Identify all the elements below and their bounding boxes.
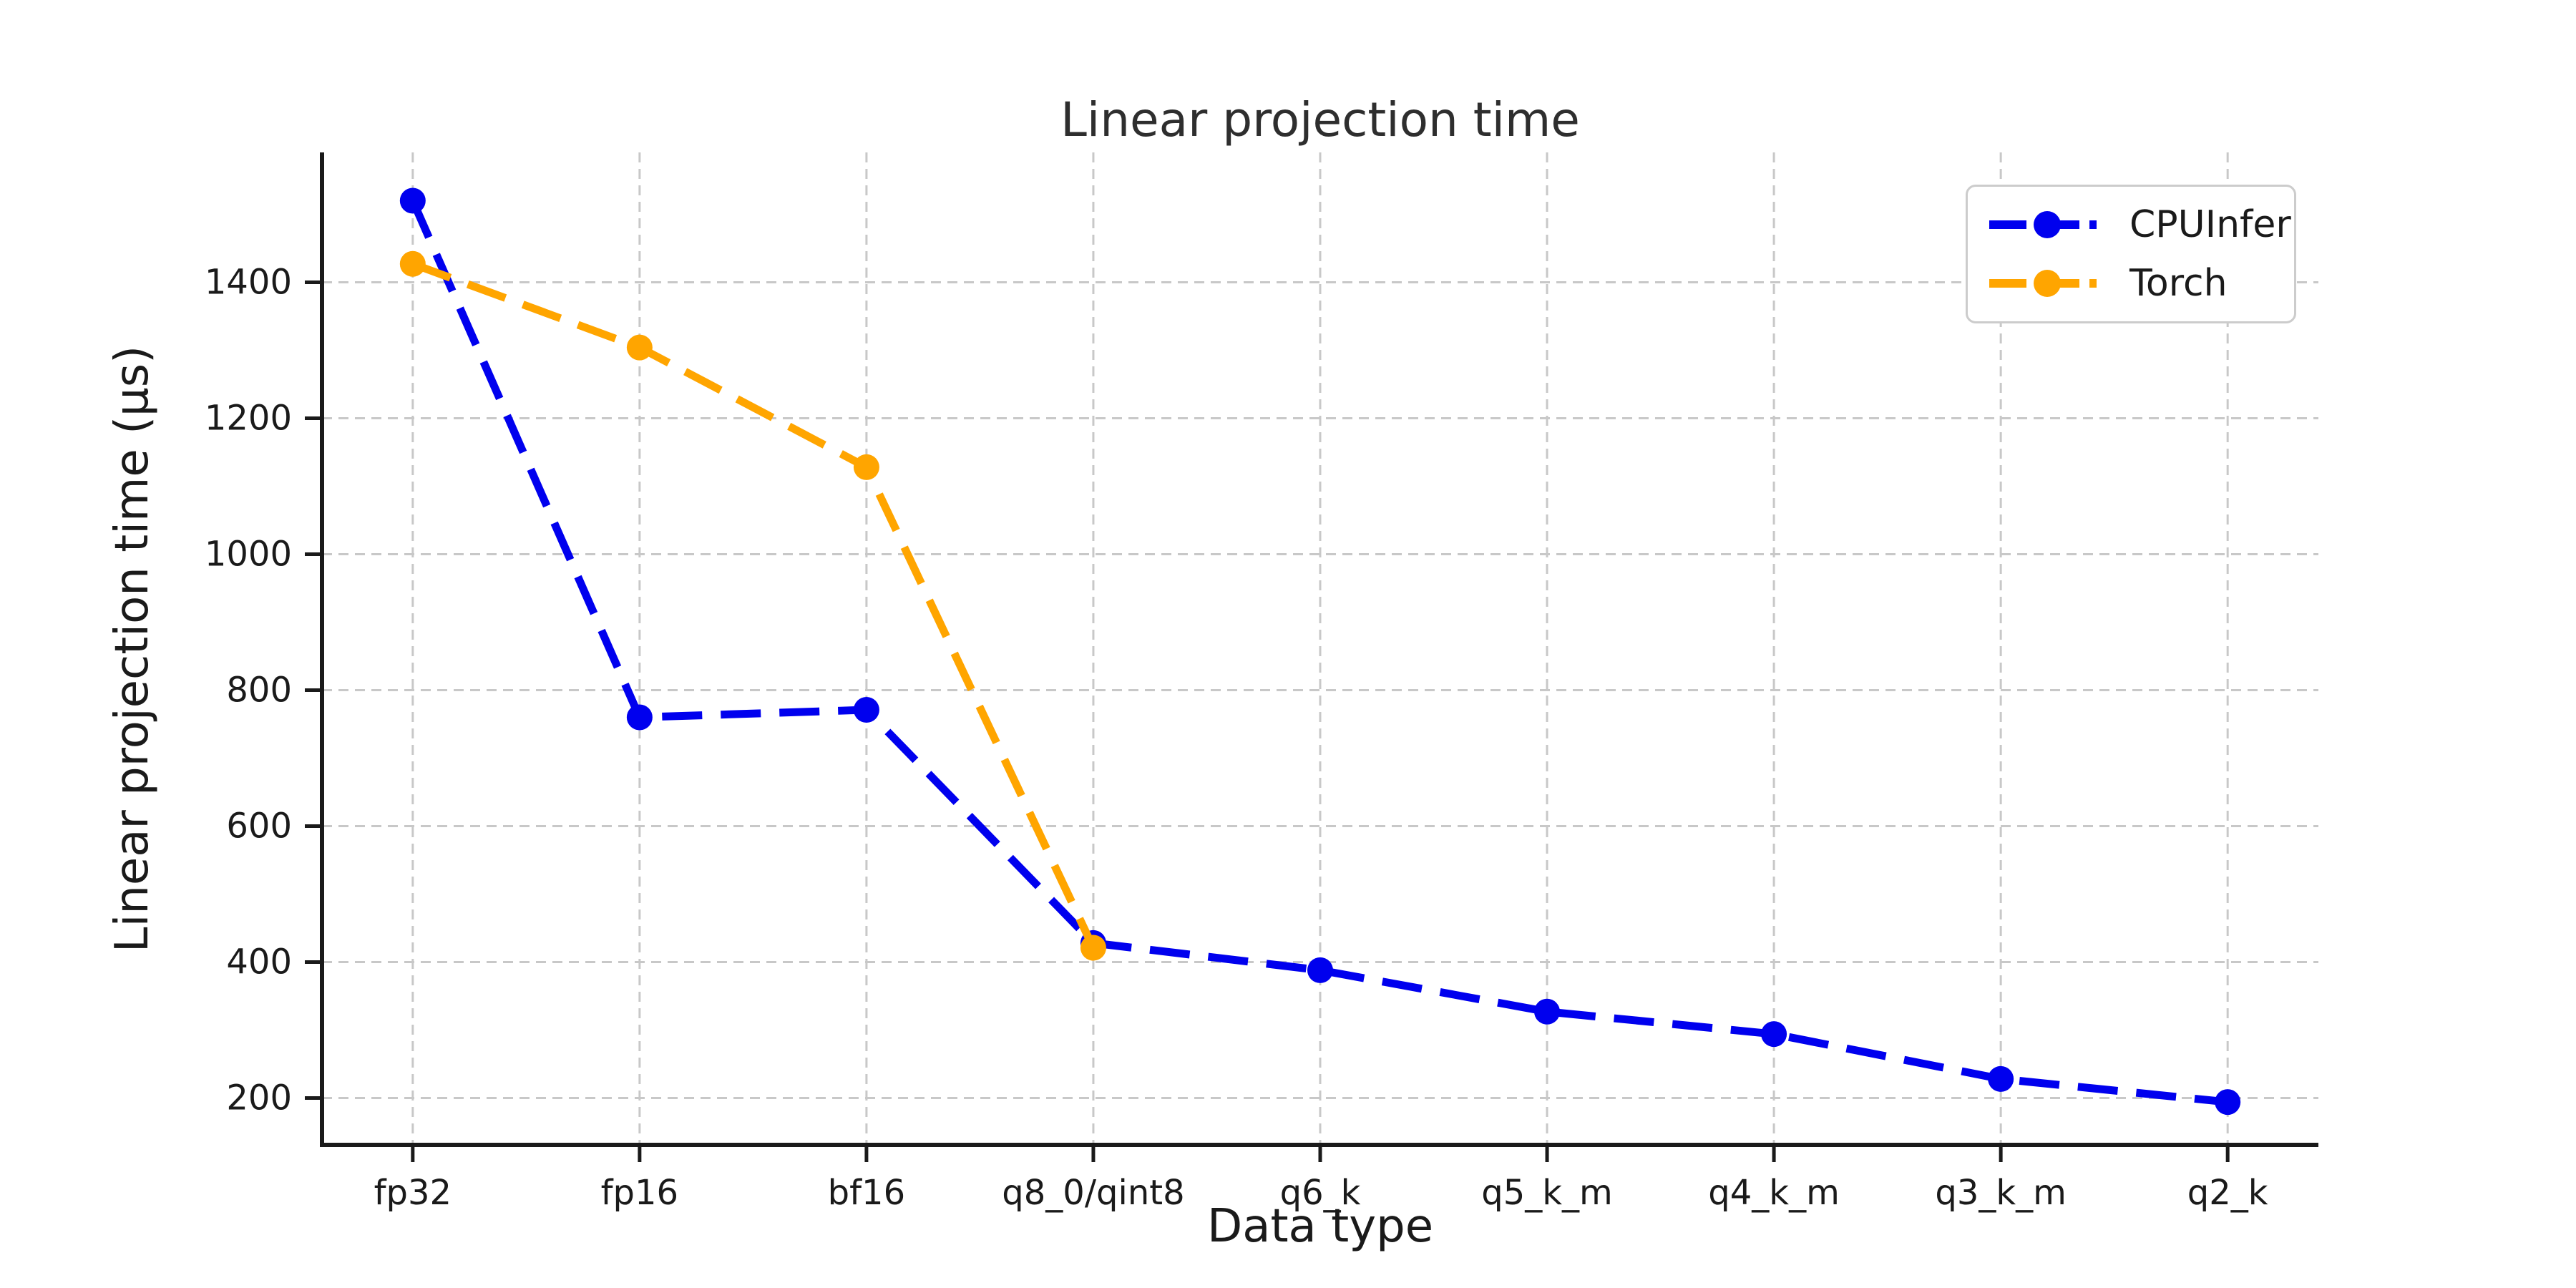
data-point-cpuinfer [853, 697, 879, 723]
x-tick-label: bf16 [828, 1173, 905, 1213]
data-point-cpuinfer [626, 704, 653, 731]
data-point-cpuinfer [2215, 1089, 2241, 1116]
y-axis-label: Linear projection time (µs) [106, 345, 159, 953]
legend-label: Torch [2129, 262, 2228, 305]
legend: CPUInfer Torch [1966, 185, 2296, 323]
data-point-torch [853, 454, 879, 480]
x-tick-label: q3_k_m [1935, 1173, 2067, 1213]
legend-line-marker-icon [1989, 270, 2104, 297]
data-point-cpuinfer [399, 187, 426, 214]
y-tick-label: 1400 [205, 262, 292, 302]
series-line-cpuinfer [409, 199, 2228, 1106]
x-tick-label: fp16 [601, 1173, 678, 1213]
data-point-cpuinfer [1761, 1021, 1787, 1048]
y-tick-label: 400 [226, 942, 292, 982]
data-point-torch [626, 334, 653, 361]
data-point-torch [1080, 935, 1106, 961]
x-tick-label: q5_k_m [1481, 1173, 1613, 1213]
legend-item-torch: Torch [1989, 262, 2294, 305]
data-point-cpuinfer [1307, 957, 1333, 983]
y-tick-label: 1000 [205, 534, 292, 574]
x-axis-label: Data type [1206, 1200, 1434, 1253]
data-point-torch [399, 250, 426, 277]
legend-label: CPUInfer [2129, 203, 2291, 246]
chart-title: Linear projection time [1060, 92, 1580, 147]
y-tick-label: 800 [226, 670, 292, 710]
data-point-cpuinfer [1534, 998, 1561, 1025]
y-tick-label: 1200 [205, 398, 292, 438]
x-tick-label: q2_k [2187, 1173, 2268, 1213]
legend-line-marker-icon [1989, 211, 2104, 238]
x-tick-label: q6_k [1280, 1173, 1361, 1213]
series-line-torch [411, 260, 1097, 950]
legend-item-cpuinfer: CPUInfer [1989, 203, 2294, 246]
y-tick-label: 600 [226, 806, 292, 846]
y-tick-label: 200 [226, 1078, 292, 1118]
x-tick-label: q4_k_m [1708, 1173, 1840, 1213]
x-tick-label: q8_0/qint8 [1002, 1173, 1184, 1213]
data-point-cpuinfer [1988, 1065, 2014, 1092]
x-tick-label: fp32 [374, 1173, 452, 1213]
